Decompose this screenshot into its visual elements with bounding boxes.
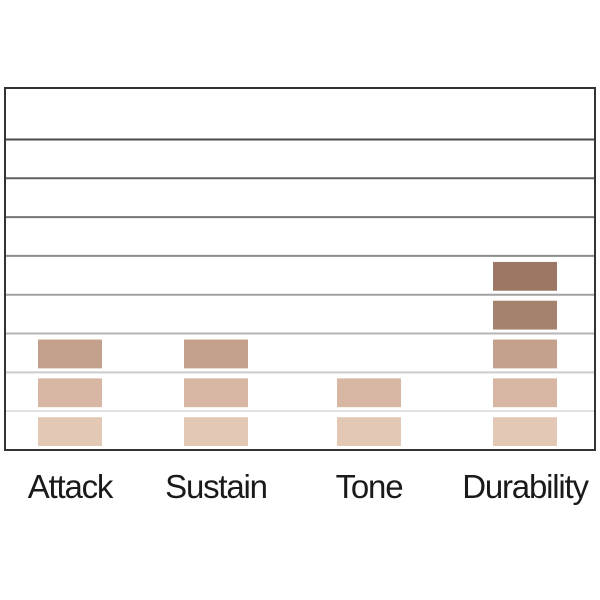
bar-block: [493, 261, 557, 291]
bar-block: [38, 417, 102, 446]
bar-block: [38, 378, 102, 408]
x-tick-label: Durability: [462, 468, 589, 505]
bar-block: [493, 378, 557, 408]
bar-block: [184, 417, 248, 446]
bar-block: [493, 300, 557, 330]
bar-block: [184, 339, 248, 369]
bar-block: [337, 378, 401, 408]
x-tick-label: Tone: [336, 468, 403, 505]
bar-block: [184, 378, 248, 408]
bar-block: [337, 417, 401, 446]
x-tick-label: Attack: [28, 468, 114, 505]
bar-block: [493, 417, 557, 446]
bar-block: [493, 339, 557, 369]
x-tick-label: Sustain: [165, 468, 267, 505]
bar-block: [38, 339, 102, 369]
